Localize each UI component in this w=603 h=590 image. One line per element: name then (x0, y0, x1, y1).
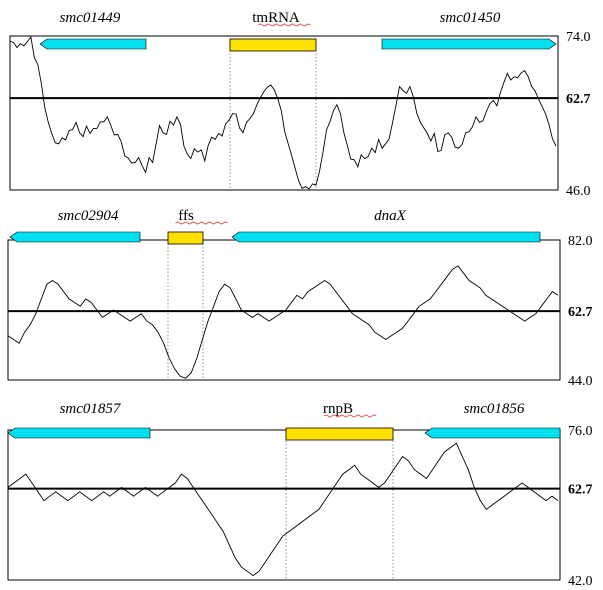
y-max-label: 82.0 (568, 234, 593, 249)
panel-2: smc02904 ffs dnaX 82.0 62.7 44.0 (7, 208, 593, 389)
gene-arrow-smc01450 (381, 38, 557, 50)
rna-feature-ffs (167, 231, 204, 245)
plot-frame (7, 429, 561, 581)
feature-label: smc01857 (60, 401, 122, 417)
gene-arrow-dnaX (231, 231, 541, 243)
panel-1: smc01449 tmRNA smc01450 74.0 62.7 46.0 (9, 10, 591, 199)
feature-label: smc01449 (60, 10, 121, 26)
feature-label: rnpB (323, 401, 353, 417)
mid-value-label: 62.7 (568, 483, 593, 498)
feature-label: smc02904 (58, 208, 119, 224)
spellcheck-underline (323, 414, 377, 418)
feature-label: dnaX (374, 208, 407, 224)
gene-arrow-smc01857 (7, 427, 151, 439)
gene-arrow-smc01449 (39, 38, 147, 50)
y-max-label: 76.0 (568, 424, 593, 439)
spellcheck-underline (258, 23, 311, 27)
feature-label: smc01450 (440, 10, 501, 26)
y-min-label: 44.0 (568, 374, 593, 389)
panel-3: smc01857 rnpB smc01856 76.0 62.7 42.0 (7, 401, 593, 589)
gc-trace (7, 442, 559, 577)
gc-trace (9, 36, 557, 190)
gene-arrow-smc02904 (9, 231, 141, 243)
y-min-label: 42.0 (568, 574, 593, 589)
plot-frame (9, 35, 559, 191)
feature-label: smc01856 (464, 401, 525, 417)
feature-label: tmRNA (252, 10, 300, 26)
y-max-label: 74.0 (566, 30, 591, 45)
rna-feature-tmRNA (229, 38, 317, 52)
gene-arrow-smc01856 (424, 427, 561, 439)
plot-frame (7, 239, 561, 381)
feature-label: ffs (178, 208, 194, 224)
mid-value-label: 62.7 (566, 92, 591, 107)
rna-feature-rnpB (285, 427, 394, 441)
spellcheck-underline (175, 221, 228, 225)
gc-trace (7, 265, 559, 379)
y-min-label: 46.0 (566, 184, 591, 199)
mid-value-label: 62.7 (568, 305, 593, 320)
